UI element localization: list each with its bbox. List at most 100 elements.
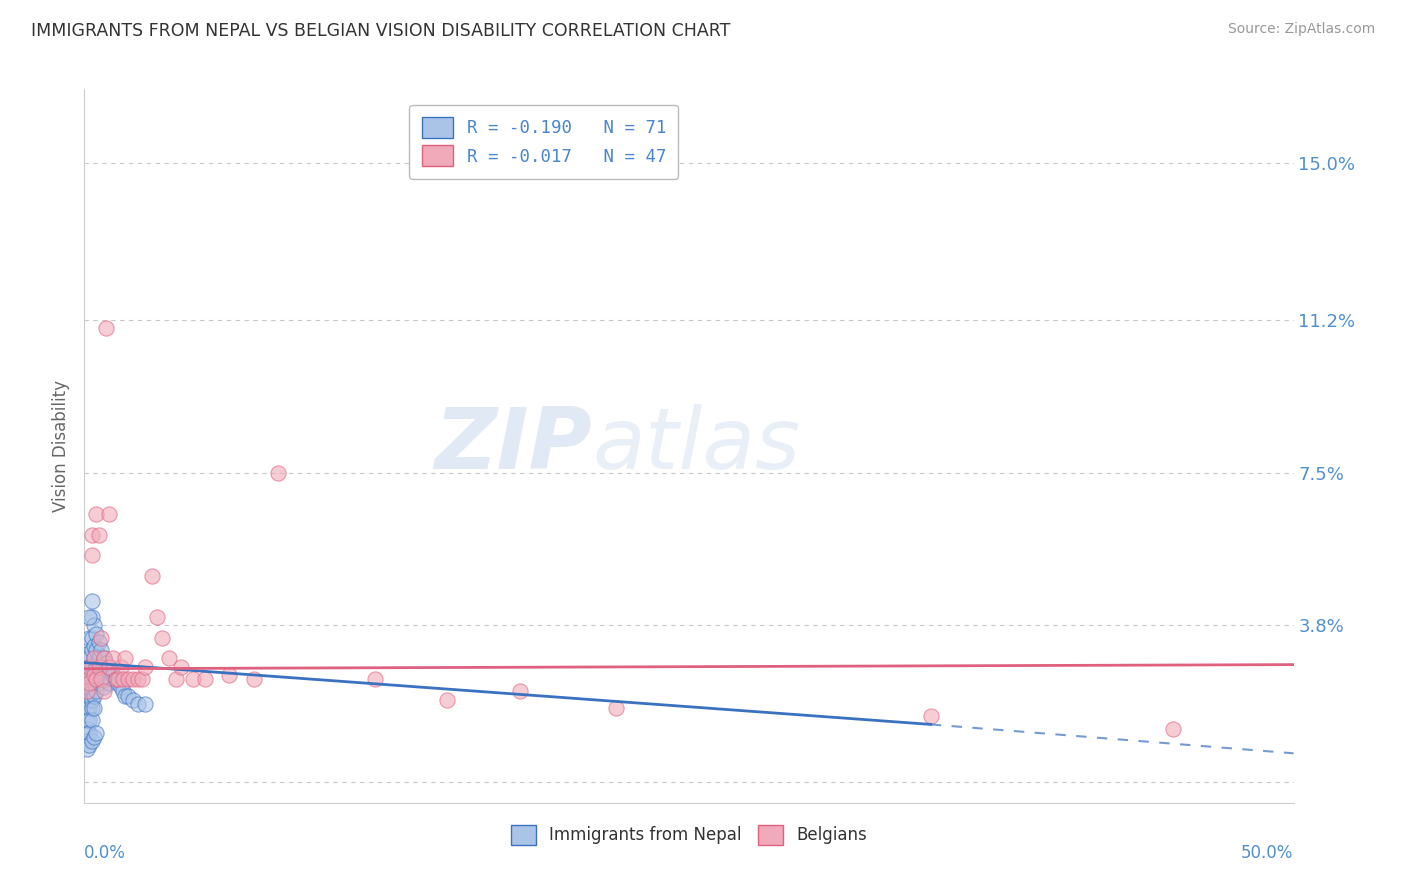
Point <box>77 676 100 690</box>
Point <box>83 701 105 715</box>
Point <box>605 701 627 715</box>
Point <box>114 651 136 665</box>
Point <box>77 692 100 706</box>
Point <box>77 672 100 686</box>
Point <box>86 725 108 739</box>
Point <box>87 651 110 665</box>
Point <box>83 730 105 744</box>
Point <box>83 689 105 703</box>
Point <box>104 672 127 686</box>
Point <box>87 664 110 678</box>
Point <box>1161 722 1184 736</box>
Point <box>127 697 149 711</box>
Point <box>93 651 115 665</box>
Point <box>80 714 103 728</box>
Point <box>104 672 127 686</box>
Point <box>77 659 100 673</box>
Point <box>107 676 129 690</box>
Point <box>97 676 120 690</box>
Point <box>80 692 103 706</box>
Point <box>76 684 98 698</box>
Point <box>170 659 193 673</box>
Point <box>90 659 112 673</box>
Point <box>87 635 110 649</box>
Text: Source: ZipAtlas.com: Source: ZipAtlas.com <box>1227 22 1375 37</box>
Point <box>80 527 103 541</box>
Point <box>93 668 115 682</box>
Point <box>80 672 103 686</box>
Point <box>114 689 136 703</box>
Point <box>77 631 100 645</box>
Point <box>80 549 103 563</box>
Point <box>146 610 169 624</box>
Point <box>76 742 98 756</box>
Point <box>87 527 110 541</box>
Point <box>242 672 264 686</box>
Point <box>86 659 108 673</box>
Point <box>83 651 105 665</box>
Point <box>87 659 110 673</box>
Point <box>97 659 120 673</box>
Point <box>194 672 217 686</box>
Point <box>83 668 105 682</box>
Point <box>76 672 98 686</box>
Point <box>83 664 105 678</box>
Point <box>103 651 125 665</box>
Point <box>76 664 98 678</box>
Point <box>80 643 103 657</box>
Point <box>80 734 103 748</box>
Point <box>181 672 204 686</box>
Point <box>107 672 129 686</box>
Point <box>90 631 112 645</box>
Point <box>77 738 100 752</box>
Point <box>87 676 110 690</box>
Point <box>76 648 98 662</box>
Point <box>90 672 112 686</box>
Point <box>134 697 156 711</box>
Point <box>267 466 290 480</box>
Point <box>117 672 139 686</box>
Point <box>121 672 143 686</box>
Point <box>77 610 100 624</box>
Point <box>121 692 143 706</box>
Text: 0.0%: 0.0% <box>84 844 127 862</box>
Point <box>76 701 98 715</box>
Point <box>920 709 942 723</box>
Point <box>103 668 125 682</box>
Point <box>86 672 108 686</box>
Point <box>134 659 156 673</box>
Point <box>127 672 149 686</box>
Point <box>83 639 105 653</box>
Point <box>436 692 458 706</box>
Point <box>131 672 153 686</box>
Y-axis label: Vision Disability: Vision Disability <box>52 380 70 512</box>
Text: ZIP: ZIP <box>434 404 592 488</box>
Point <box>93 684 115 698</box>
Text: 50.0%: 50.0% <box>1241 844 1294 862</box>
Point <box>80 593 103 607</box>
Point <box>94 321 117 335</box>
Point <box>90 643 112 657</box>
Point <box>83 676 105 690</box>
Point <box>83 618 105 632</box>
Point <box>77 651 100 665</box>
Point <box>218 668 240 682</box>
Point <box>94 656 117 670</box>
Point <box>76 734 98 748</box>
Point <box>76 692 98 706</box>
Point <box>165 672 187 686</box>
Legend: Immigrants from Nepal, Belgians: Immigrants from Nepal, Belgians <box>503 818 875 852</box>
Point <box>363 672 385 686</box>
Point <box>157 651 180 665</box>
Point <box>80 701 103 715</box>
Point <box>97 507 120 521</box>
Point <box>93 681 115 695</box>
Point <box>76 672 98 686</box>
Point <box>76 684 98 698</box>
Point <box>86 672 108 686</box>
Point <box>100 664 122 678</box>
Point <box>80 659 103 673</box>
Point <box>77 659 100 673</box>
Point <box>76 714 98 728</box>
Point <box>80 684 103 698</box>
